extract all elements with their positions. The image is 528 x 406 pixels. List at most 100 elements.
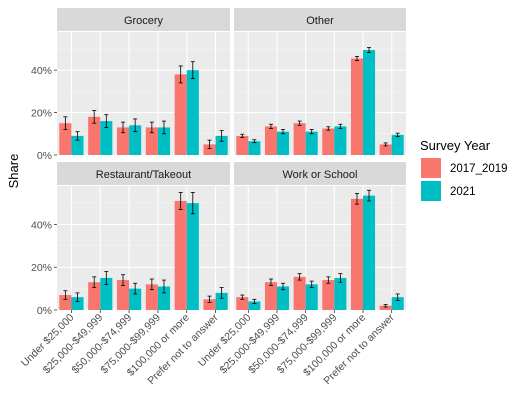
bar-2021-3 bbox=[129, 125, 142, 155]
error-bar bbox=[252, 298, 257, 304]
error-bar bbox=[161, 120, 166, 135]
error-bar bbox=[252, 139, 257, 144]
bar-2017_2019-3 bbox=[116, 127, 130, 155]
bar-2017_2019-6 bbox=[379, 305, 392, 310]
error-bar bbox=[190, 192, 195, 215]
bar-2021-3 bbox=[129, 288, 142, 310]
bar-2017_2019-3 bbox=[293, 123, 306, 155]
error-bar bbox=[383, 142, 388, 147]
error-bar bbox=[161, 279, 166, 294]
bar-2021-4 bbox=[334, 277, 347, 310]
panel-background bbox=[234, 32, 406, 155]
legend-title: Survey Year bbox=[420, 138, 491, 153]
error-bar bbox=[121, 274, 126, 286]
error-bar bbox=[75, 292, 80, 302]
error-bar bbox=[219, 130, 224, 142]
error-bar bbox=[268, 123, 273, 129]
y-tick-label: 20% bbox=[31, 108, 52, 120]
bar-2017_2019-5 bbox=[350, 198, 363, 310]
error-bar bbox=[354, 55, 359, 62]
facet-title: Work or School bbox=[283, 169, 358, 181]
error-bar bbox=[338, 123, 343, 129]
error-bar bbox=[326, 126, 331, 131]
facet-strip bbox=[234, 162, 406, 185]
error-bar bbox=[367, 47, 372, 53]
bar-2017_2019-4 bbox=[145, 127, 158, 155]
error-bar bbox=[309, 129, 314, 135]
error-bar bbox=[75, 131, 80, 141]
bar-2017_2019-3 bbox=[116, 280, 130, 310]
error-bar bbox=[149, 278, 154, 291]
facet-title: Grocery bbox=[124, 15, 164, 27]
panel-background bbox=[234, 186, 406, 310]
bar-2017_2019-1 bbox=[59, 295, 72, 310]
legend-key-2021 bbox=[421, 181, 441, 201]
bar-2021-6 bbox=[391, 297, 404, 310]
bar-2021-3 bbox=[305, 131, 318, 155]
facet-strip bbox=[57, 162, 230, 185]
bar-2021-4 bbox=[157, 127, 171, 155]
bar-2021-6 bbox=[391, 134, 404, 155]
bar-2021-1 bbox=[248, 301, 261, 310]
bar-2017_2019-3 bbox=[293, 276, 306, 310]
error-bar bbox=[395, 132, 400, 137]
error-bar bbox=[297, 273, 302, 281]
bar-2021-2 bbox=[277, 131, 290, 155]
bar-2017_2019-6 bbox=[203, 299, 216, 310]
error-bar bbox=[309, 280, 314, 288]
error-bar bbox=[133, 282, 138, 295]
facet-title: Other bbox=[306, 15, 334, 27]
bar-2017_2019-5 bbox=[350, 58, 363, 155]
y-tick-label: 0% bbox=[37, 150, 52, 162]
bar-2017_2019-2 bbox=[88, 116, 101, 155]
error-bar bbox=[354, 193, 359, 205]
bar-2017_2019-5 bbox=[174, 200, 187, 310]
error-bar bbox=[268, 278, 273, 286]
facet-panel-1: Grocery 0% 20% 40% bbox=[31, 8, 230, 162]
error-bar bbox=[133, 118, 138, 133]
bar-2021-5 bbox=[186, 70, 199, 155]
y-tick-label: 20% bbox=[31, 262, 52, 274]
error-bar bbox=[383, 304, 388, 308]
error-bar bbox=[240, 133, 245, 139]
error-bar bbox=[121, 121, 126, 134]
bar-2021-6 bbox=[215, 292, 228, 310]
bar-2021-3 bbox=[305, 284, 318, 310]
bar-2021-4 bbox=[157, 286, 171, 310]
error-bar bbox=[178, 65, 183, 84]
y-axis-title: Share bbox=[6, 154, 21, 189]
error-bar bbox=[338, 273, 343, 283]
bar-2017_2019-5 bbox=[174, 74, 187, 155]
error-bar bbox=[149, 121, 154, 134]
error-bar bbox=[104, 271, 109, 285]
panel-background bbox=[57, 32, 230, 155]
error-bar bbox=[104, 114, 109, 128]
legend-key-2017_2019 bbox=[421, 158, 441, 178]
bar-2017_2019-2 bbox=[264, 282, 277, 310]
bar-2017_2019-2 bbox=[88, 282, 101, 310]
bar-2017_2019-1 bbox=[59, 123, 72, 155]
bar-2017_2019-4 bbox=[322, 280, 335, 310]
bar-2021-1 bbox=[71, 297, 84, 310]
bar-2017_2019-4 bbox=[145, 284, 158, 310]
error-bar bbox=[92, 276, 97, 288]
bar-2021-1 bbox=[248, 141, 261, 155]
bar-2021-6 bbox=[215, 135, 228, 155]
bar-2017_2019-6 bbox=[379, 144, 392, 155]
facet-panel-2: Other bbox=[234, 8, 406, 156]
y-tick-label: 40% bbox=[31, 219, 52, 231]
error-bar bbox=[190, 61, 195, 80]
y-tick-label: 40% bbox=[31, 65, 52, 77]
error-bar bbox=[63, 116, 68, 130]
legend-label: 2021 bbox=[450, 186, 476, 198]
error-bar bbox=[281, 129, 286, 135]
bar-2017_2019-6 bbox=[203, 144, 216, 155]
legend-label: 2017_2019 bbox=[450, 163, 508, 175]
bar-2021-1 bbox=[71, 135, 84, 155]
bar-2017_2019-1 bbox=[236, 135, 249, 155]
error-bar bbox=[297, 120, 302, 126]
error-bar bbox=[281, 282, 286, 291]
facet-strip bbox=[234, 8, 406, 31]
bar-2021-2 bbox=[100, 121, 113, 155]
bar-2021-4 bbox=[334, 126, 347, 155]
